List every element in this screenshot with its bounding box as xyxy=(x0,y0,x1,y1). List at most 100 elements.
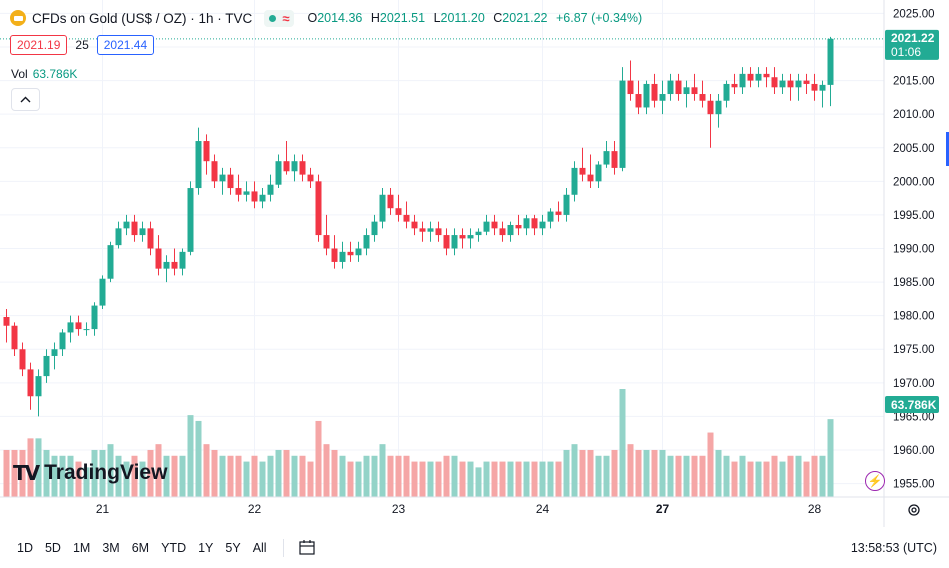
candle-body[interactable] xyxy=(475,231,482,236)
candle-body[interactable] xyxy=(11,325,18,350)
bid-price[interactable]: 2021.19 xyxy=(10,35,68,55)
candle-body[interactable] xyxy=(27,369,34,397)
candle-body[interactable] xyxy=(459,235,466,239)
candle-body[interactable] xyxy=(331,248,338,262)
candle-body[interactable] xyxy=(555,211,562,215)
candle-body[interactable] xyxy=(219,174,226,182)
candle-body[interactable] xyxy=(499,228,506,236)
candle-body[interactable] xyxy=(371,221,378,236)
range-1d[interactable]: 1D xyxy=(17,541,33,555)
candle-body[interactable] xyxy=(691,87,698,95)
market-status[interactable]: ≈ xyxy=(264,9,295,27)
candle-body[interactable] xyxy=(235,188,242,195)
candle-body[interactable] xyxy=(355,248,362,256)
candle-body[interactable] xyxy=(339,251,346,262)
candle-body[interactable] xyxy=(363,235,370,249)
candle-body[interactable] xyxy=(251,191,258,202)
range-ytd[interactable]: YTD xyxy=(161,541,187,555)
candle-body[interactable] xyxy=(483,221,490,232)
candle-body[interactable] xyxy=(683,87,690,95)
candle-body[interactable] xyxy=(139,228,146,236)
candle-body[interactable] xyxy=(579,167,586,175)
candle-body[interactable] xyxy=(667,80,674,95)
candle-body[interactable] xyxy=(643,83,650,108)
candle-body[interactable] xyxy=(819,84,826,91)
candle-body[interactable] xyxy=(315,181,322,236)
range-1m[interactable]: 1M xyxy=(72,541,91,555)
candle-body[interactable] xyxy=(651,83,658,101)
candle-body[interactable] xyxy=(291,161,298,172)
candle-body[interactable] xyxy=(779,80,786,88)
candle-body[interactable] xyxy=(155,248,162,269)
candle-body[interactable] xyxy=(123,221,130,229)
candle-body[interactable] xyxy=(59,332,66,350)
candle-body[interactable] xyxy=(755,73,762,81)
candle-body[interactable] xyxy=(587,174,594,182)
candle-body[interactable] xyxy=(571,167,578,195)
symbol-title[interactable]: CFDs on Gold (US$ / OZ) · 1h · TVC xyxy=(32,10,253,26)
candle-body[interactable] xyxy=(739,73,746,88)
candle-body[interactable] xyxy=(491,221,498,229)
candle-body[interactable] xyxy=(531,218,538,229)
candle-body[interactable] xyxy=(563,194,570,215)
range-5y[interactable]: 5Y xyxy=(225,541,241,555)
candle-body[interactable] xyxy=(787,80,794,88)
range-3m[interactable]: 3M xyxy=(102,541,120,555)
candle-body[interactable] xyxy=(443,235,450,249)
ask-price[interactable]: 2021.44 xyxy=(96,35,155,55)
candle-body[interactable] xyxy=(379,194,386,222)
candle-body[interactable] xyxy=(99,278,106,306)
candle-body[interactable] xyxy=(283,161,290,172)
candle-body[interactable] xyxy=(403,214,410,222)
candle-body[interactable] xyxy=(147,228,154,249)
candle-body[interactable] xyxy=(731,83,738,88)
candle-body[interactable] xyxy=(523,218,530,229)
candle-body[interactable] xyxy=(811,83,818,91)
candle-body[interactable] xyxy=(67,322,74,333)
candle-body[interactable] xyxy=(179,251,186,269)
candle-body[interactable] xyxy=(83,329,90,331)
settings-gear-icon[interactable] xyxy=(907,503,921,517)
candle-body[interactable] xyxy=(411,221,418,229)
range-1y[interactable]: 1Y xyxy=(198,541,214,555)
utc-clock[interactable]: 13:58:53 (UTC) xyxy=(850,541,937,555)
candle-body[interactable] xyxy=(35,376,42,397)
candle-body[interactable] xyxy=(467,235,474,239)
candle-body[interactable] xyxy=(131,221,138,236)
candle-body[interactable] xyxy=(611,151,618,168)
candle-body[interactable] xyxy=(75,322,82,330)
candle-body[interactable] xyxy=(419,228,426,232)
candle-body[interactable] xyxy=(771,77,778,88)
candle-body[interactable] xyxy=(539,221,546,229)
calendar-goto-icon[interactable] xyxy=(298,539,318,557)
range-6m[interactable]: 6M xyxy=(131,541,150,555)
candle-body[interactable] xyxy=(115,228,122,246)
candle-body[interactable] xyxy=(171,261,178,269)
candle-body[interactable] xyxy=(195,141,202,189)
range-5d[interactable]: 5D xyxy=(44,541,61,555)
candle-body[interactable] xyxy=(347,251,354,256)
candle-body[interactable] xyxy=(267,184,274,195)
candle-body[interactable] xyxy=(515,224,522,229)
candle-body[interactable] xyxy=(435,228,442,236)
candle-body[interactable] xyxy=(187,188,194,252)
candle-body[interactable] xyxy=(507,224,514,236)
candle-body[interactable] xyxy=(747,73,754,81)
candle-body[interactable] xyxy=(627,80,634,95)
candle-body[interactable] xyxy=(619,80,626,168)
candle-body[interactable] xyxy=(243,191,250,195)
candle-body[interactable] xyxy=(107,245,114,279)
candle-body[interactable] xyxy=(19,349,26,370)
candle-body[interactable] xyxy=(163,261,170,269)
candle-body[interactable] xyxy=(635,94,642,108)
candle-body[interactable] xyxy=(3,317,10,326)
range-all[interactable]: All xyxy=(252,541,267,555)
candle-body[interactable] xyxy=(547,211,554,222)
candle-body[interactable] xyxy=(43,355,50,377)
candle-body[interactable] xyxy=(675,80,682,95)
candle-body[interactable] xyxy=(51,349,58,356)
candle-body[interactable] xyxy=(763,73,770,78)
candle-body[interactable] xyxy=(451,235,458,249)
candle-body[interactable] xyxy=(795,80,802,88)
